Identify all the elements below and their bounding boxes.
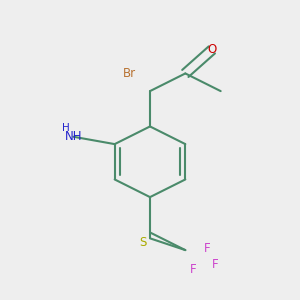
Text: NH: NH (65, 130, 82, 143)
Text: F: F (204, 242, 211, 255)
Text: F: F (212, 258, 218, 271)
Text: S: S (139, 236, 146, 249)
Text: F: F (189, 263, 196, 276)
Text: Br: Br (123, 67, 136, 80)
Text: O: O (207, 44, 217, 56)
Text: H: H (62, 123, 70, 133)
